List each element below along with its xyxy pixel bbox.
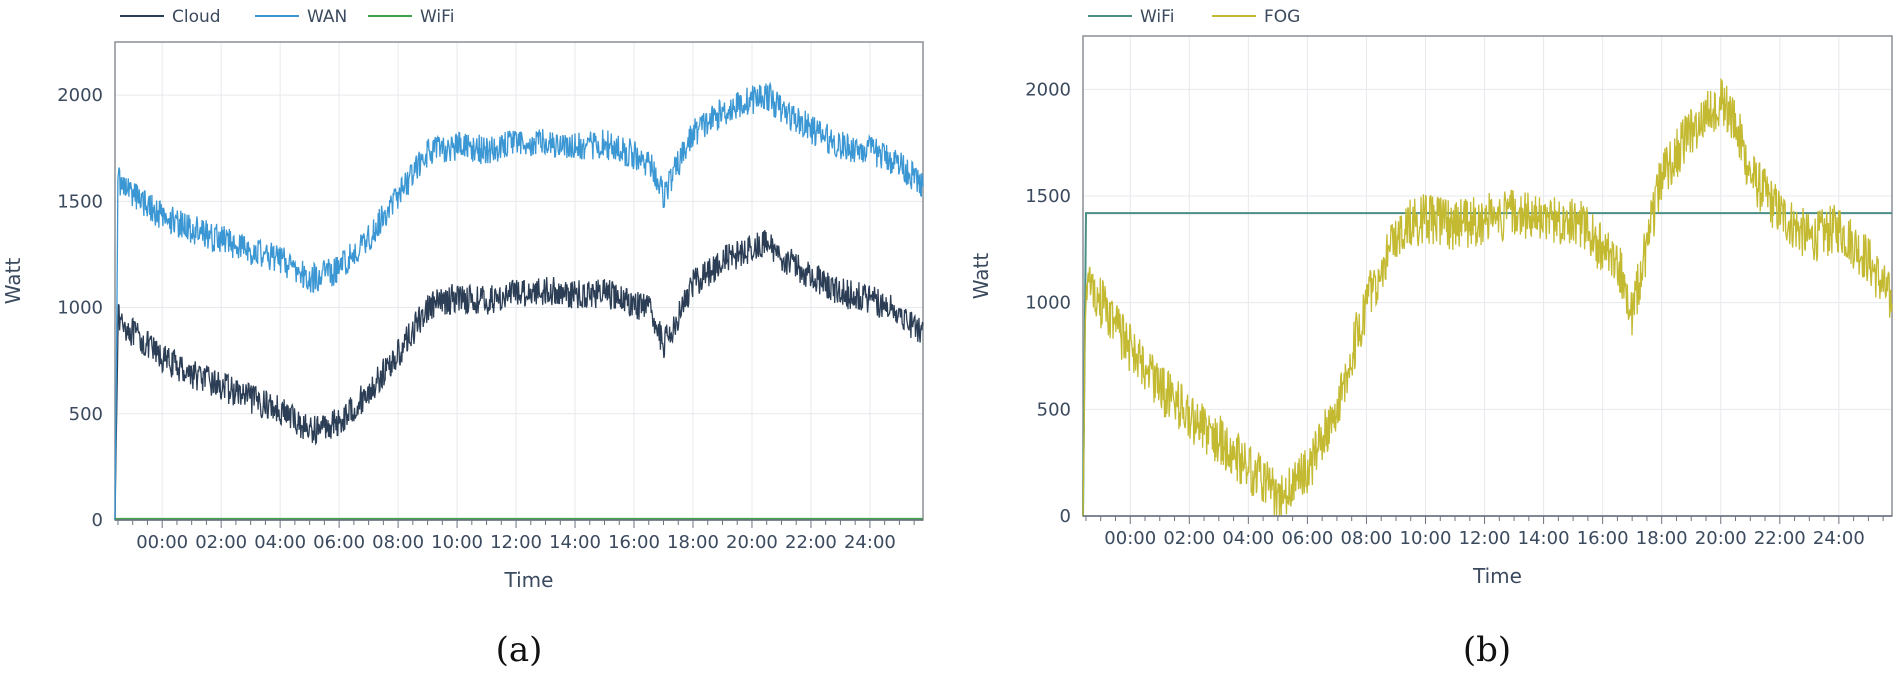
legend-label: FOG bbox=[1264, 7, 1300, 27]
x-tick-label: 06:00 bbox=[1281, 528, 1333, 549]
x-tick-label: 18:00 bbox=[667, 532, 719, 553]
y-tick-label: 0 bbox=[1060, 506, 1071, 527]
panel-caption: (b) bbox=[1463, 630, 1511, 670]
chart-panel-b: 0 500 1000 1500 2000 00:00 02:00 04:00 06:00 08:0… bbox=[969, 7, 1893, 670]
plot-frame bbox=[114, 41, 924, 521]
x-tick-label: 08:00 bbox=[372, 532, 424, 553]
series-line-wan bbox=[114, 81, 924, 521]
x-tick-label: 12:00 bbox=[1459, 528, 1511, 549]
chart-panel-a: 0 500 1000 1500 2000 00:00 02:00 04:00 06:00 08:0… bbox=[1, 7, 924, 670]
y-tick-label: 500 bbox=[1037, 399, 1071, 420]
legend-label: Cloud bbox=[172, 7, 221, 27]
y-tick-label: 500 bbox=[69, 404, 103, 425]
legend: WiFi FOG bbox=[1088, 7, 1300, 27]
y-tick-label: 1000 bbox=[57, 298, 103, 319]
x-tick-marks bbox=[1085, 516, 1884, 524]
series-line-fog bbox=[1082, 78, 1893, 517]
series-line-cloud bbox=[114, 229, 924, 521]
y-tick-label: 2000 bbox=[57, 85, 103, 106]
x-tick-label: 16:00 bbox=[1577, 528, 1629, 549]
grid bbox=[115, 42, 923, 521]
x-tick-label: 10:00 bbox=[431, 532, 483, 553]
x-tick-marks bbox=[117, 520, 915, 528]
x-tick-label: 04:00 bbox=[254, 532, 306, 553]
x-tick-label: 02:00 bbox=[195, 532, 247, 553]
grid bbox=[1083, 36, 1892, 517]
x-tick-label: 24:00 bbox=[1813, 528, 1865, 549]
x-tick-label: 12:00 bbox=[490, 532, 542, 553]
x-tick-label: 00:00 bbox=[136, 532, 188, 553]
legend-label: WiFi bbox=[1140, 7, 1174, 27]
x-tick-label: 14:00 bbox=[549, 532, 601, 553]
legend: Cloud WAN WiFi bbox=[120, 7, 454, 27]
x-tick-label: 24:00 bbox=[844, 532, 896, 553]
x-tick-label: 08:00 bbox=[1341, 528, 1393, 549]
x-tick-label: 14:00 bbox=[1518, 528, 1570, 549]
y-tick-label: 0 bbox=[92, 510, 103, 531]
x-tick-label: 20:00 bbox=[1695, 528, 1747, 549]
plot-frame bbox=[1082, 35, 1893, 517]
x-axis-title: Time bbox=[1472, 564, 1522, 588]
x-tick-label: 10:00 bbox=[1400, 528, 1452, 549]
series-line-wifi bbox=[1082, 212, 1892, 517]
legend-label: WiFi bbox=[420, 7, 454, 27]
x-tick-label: 06:00 bbox=[313, 532, 365, 553]
x-tick-label: 22:00 bbox=[785, 532, 837, 553]
y-tick-label: 1000 bbox=[1025, 293, 1071, 314]
x-tick-label: 04:00 bbox=[1222, 528, 1274, 549]
x-tick-label: 22:00 bbox=[1754, 528, 1806, 549]
y-tick-label: 1500 bbox=[57, 191, 103, 212]
y-axis-title: Watt bbox=[969, 253, 993, 300]
y-tick-label: 1500 bbox=[1025, 186, 1071, 207]
x-axis-title: Time bbox=[504, 568, 554, 592]
legend-label: WAN bbox=[307, 7, 347, 27]
x-tick-label: 02:00 bbox=[1163, 528, 1215, 549]
x-tick-label: 20:00 bbox=[726, 532, 778, 553]
panel-caption: (a) bbox=[496, 630, 543, 670]
x-tick-label: 00:00 bbox=[1104, 528, 1156, 549]
y-tick-label: 2000 bbox=[1025, 79, 1071, 100]
y-axis-title: Watt bbox=[1, 258, 25, 305]
x-tick-label: 16:00 bbox=[608, 532, 660, 553]
x-tick-label: 18:00 bbox=[1636, 528, 1688, 549]
